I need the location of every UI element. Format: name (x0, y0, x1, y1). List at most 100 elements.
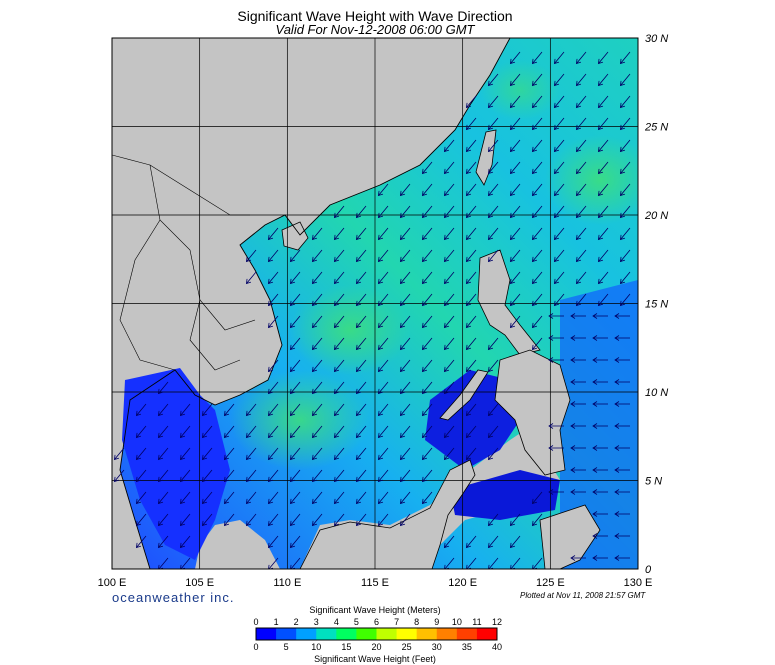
wave-arrow (465, 227, 477, 241)
wave-arrow (135, 425, 147, 439)
colorbar-swatch (296, 628, 317, 640)
colorbar-meter-tick: 2 (293, 617, 299, 627)
wave-arrow (592, 379, 608, 385)
wave-arrow (179, 447, 191, 461)
colorbar-swatch (416, 628, 438, 640)
wave-arrow (289, 491, 301, 505)
lat-label: 15 N (645, 299, 668, 311)
wave-arrow (245, 271, 257, 285)
wave-arrow (487, 161, 499, 175)
colorbar-feet-tick: 5 (283, 642, 289, 652)
palawan-land (439, 369, 489, 421)
wave-arrow (333, 381, 345, 395)
wave-arrow (553, 183, 565, 197)
wave-arrow (619, 139, 631, 153)
wave-arrow (575, 293, 587, 307)
colorbar-meter-tick: 12 (491, 617, 503, 627)
wave-arrow (465, 315, 477, 329)
wave-arrow (597, 73, 609, 87)
wave-arrow (592, 467, 608, 473)
wave-arrow (311, 315, 323, 329)
wave-arrow (487, 535, 499, 549)
wave-arrow (355, 315, 367, 329)
wave-arrow (399, 381, 411, 395)
colorbar-swatch (316, 628, 337, 640)
wave-arrow (333, 293, 345, 307)
wave-arrow (509, 513, 521, 527)
wave-arrow (592, 533, 608, 539)
wave-arrow (399, 227, 411, 241)
lon-label: 105 E (185, 577, 214, 589)
wave-arrow (487, 513, 499, 527)
wave-arrow (487, 425, 499, 439)
wave-arrow (245, 469, 257, 483)
wave-arrow (592, 423, 608, 429)
wave-arrow (465, 117, 477, 131)
wave-arrow (570, 489, 586, 495)
wave-arrow (377, 227, 389, 241)
wave-arrow (333, 513, 345, 527)
wave-arrow (509, 95, 521, 109)
wave-arrow (509, 227, 521, 241)
chart-subtitle: Valid For Nov-12-2008 06:00 GMT (275, 22, 475, 37)
wave-arrow (289, 337, 301, 351)
wave-arrow (597, 117, 609, 131)
wave-arrow (614, 445, 630, 451)
wave-arrow (311, 337, 323, 351)
colorbar-feet-tick: 25 (401, 642, 412, 652)
wave-arrow (289, 469, 301, 483)
wave-arrow (399, 315, 411, 329)
wave-maximum-south (230, 370, 370, 470)
wave-arrow (548, 489, 564, 495)
wave-arrow (399, 447, 411, 461)
wave-arrow (245, 403, 257, 417)
wave-arrow (333, 271, 345, 285)
wave-arrow (267, 271, 279, 285)
wave-arrow (465, 183, 477, 197)
colorbar-swatch (356, 628, 377, 640)
wave-arrow (333, 403, 345, 417)
wave-arrow (201, 491, 213, 505)
wave-arrow (570, 423, 586, 429)
wave-arrow (487, 403, 499, 417)
wave-arrow (267, 491, 279, 505)
wave-arrow (531, 337, 543, 351)
wave-arrow (548, 423, 564, 429)
wave-arrow (157, 381, 169, 395)
lon-axis-labels: 100 E 105 E 110 E 115 E 120 E 125 E 130 E (98, 577, 653, 589)
lat-label: 25 N (644, 122, 668, 134)
wave-arrow (289, 513, 301, 527)
wave-arrow (311, 227, 323, 241)
wave-arrow (614, 335, 630, 341)
wave-arrow (289, 293, 301, 307)
wave-arrow (575, 139, 587, 153)
wave-arrow (548, 313, 564, 319)
wave-arrow (575, 51, 587, 65)
wave-arrow (399, 293, 411, 307)
wave-arrow (201, 447, 213, 461)
wave-arrow (553, 205, 565, 219)
wave-arrow (355, 271, 367, 285)
wave-arrow (311, 381, 323, 395)
wave-arrow (619, 161, 631, 175)
map-frame (111, 37, 639, 570)
plotted-timestamp: Plotted at Nov 11, 2008 21:57 GMT (520, 591, 646, 600)
chart-title: Significant Wave Height with Wave Direct… (237, 8, 513, 24)
wave-arrow (333, 227, 345, 241)
wave-arrow (267, 315, 279, 329)
wave-arrow (487, 205, 499, 219)
colorbar-meter-tick: 10 (451, 617, 462, 627)
colorbar-meter-tick: 7 (394, 617, 400, 627)
wave-arrow (333, 469, 345, 483)
colorbar-meter-tick: 8 (414, 617, 420, 627)
wave-arrow (377, 359, 389, 373)
borneo-land (299, 459, 476, 569)
wave-arrow (509, 271, 521, 285)
wave-arrow (575, 161, 587, 175)
wave-arrow (267, 293, 279, 307)
wave-arrow (421, 315, 433, 329)
wave-arrow (135, 491, 147, 505)
wave-arrow (465, 271, 477, 285)
wave-arrow (399, 271, 411, 285)
wave-arrow (570, 335, 586, 341)
